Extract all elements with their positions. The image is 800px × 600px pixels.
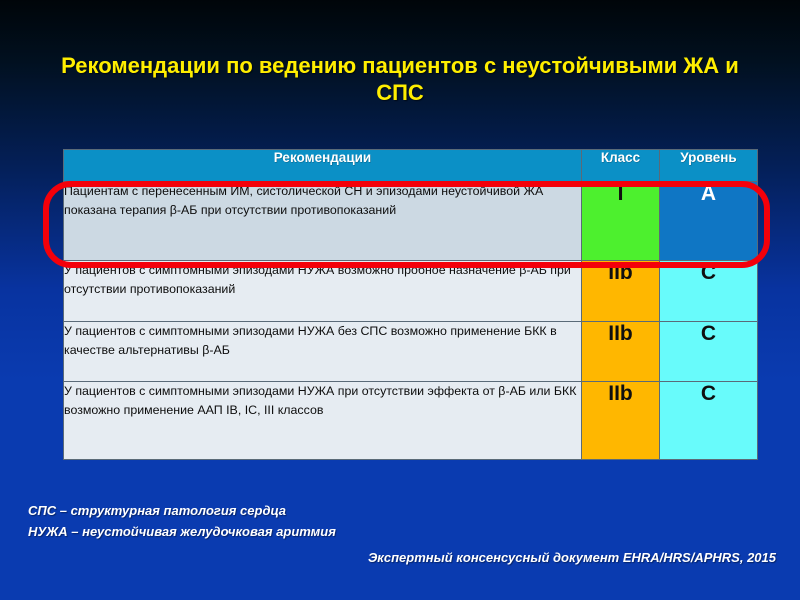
abbreviation-note-sps: СПС – структурная патология сердца: [28, 503, 286, 518]
table-row: У пациентов с симптомными эпизодами НУЖА…: [63, 321, 758, 382]
recommendations-table: Рекомендации Класс Уровень Пациентам с п…: [63, 149, 758, 460]
table-header-row: Рекомендации Класс Уровень: [63, 149, 758, 182]
column-header-level: Уровень: [659, 149, 758, 182]
class-value: IIb: [581, 381, 660, 460]
table-row: У пациентов с симптомными эпизодами НУЖА…: [63, 381, 758, 460]
recommendation-text: У пациентов с симптомными эпизодами НУЖА…: [63, 321, 582, 382]
recommendation-text: У пациентов с симптомными эпизодами НУЖА…: [63, 381, 582, 460]
table-row: Пациентам с перенесенным ИМ, систолическ…: [63, 181, 758, 261]
level-value: C: [659, 260, 758, 322]
source-citation: Экспертный консенсусный документ EHRA/HR…: [367, 550, 776, 565]
class-value: IIb: [581, 321, 660, 382]
recommendation-text: Пациентам с перенесенным ИМ, систолическ…: [63, 181, 582, 261]
abbreviation-notes: СПС – структурная патология сердца НУЖА …: [28, 500, 336, 542]
table-row: У пациентов с симптомными эпизодами НУЖА…: [63, 260, 758, 322]
class-value: I: [581, 181, 660, 261]
class-value: IIb: [581, 260, 660, 322]
recommendations-table-wrapper: Рекомендации Класс Уровень Пациентам с п…: [63, 149, 758, 460]
level-value: A: [659, 181, 758, 261]
column-header-class: Класс: [581, 149, 660, 182]
level-value: C: [659, 381, 758, 460]
slide-title: Рекомендации по ведению пациентов с неус…: [61, 53, 739, 105]
level-value: C: [659, 321, 758, 382]
abbreviation-note-nuzha: НУЖА – неустойчивая желудочковая аритмия: [28, 524, 336, 539]
recommendation-text: У пациентов с симптомными эпизодами НУЖА…: [63, 260, 582, 322]
column-header-recommendation: Рекомендации: [63, 149, 582, 182]
